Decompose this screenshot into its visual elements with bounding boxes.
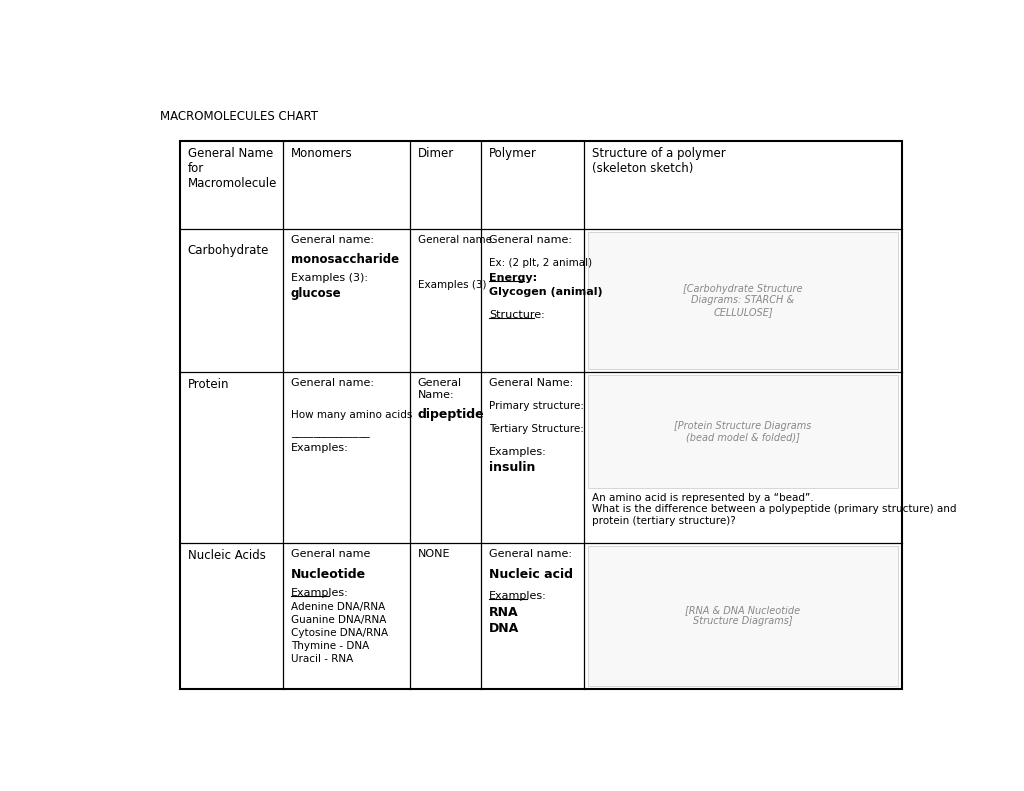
- Text: Examples:: Examples:: [489, 591, 547, 601]
- Text: Protein: Protein: [187, 378, 229, 391]
- Text: Cytosine DNA/RNA: Cytosine DNA/RNA: [291, 628, 388, 638]
- Text: Polymer: Polymer: [489, 146, 537, 160]
- Text: Examples:: Examples:: [291, 589, 348, 598]
- Text: Examples (3): Examples (3): [418, 280, 486, 290]
- Text: Thymine - DNA: Thymine - DNA: [291, 641, 369, 651]
- Text: General name:: General name:: [489, 235, 572, 245]
- Text: How many amino acids: How many amino acids: [291, 410, 412, 420]
- Text: Monomers: Monomers: [291, 146, 352, 160]
- Bar: [588, 375, 898, 488]
- Text: Nucleic acid: Nucleic acid: [489, 568, 573, 581]
- Text: Nucleic Acids: Nucleic Acids: [187, 549, 265, 562]
- Text: Nucleotide: Nucleotide: [291, 568, 366, 581]
- Text: Structure:: Structure:: [489, 311, 545, 320]
- Text: General name:: General name:: [418, 235, 496, 245]
- Text: Structure of a polymer
(skeleton sketch): Structure of a polymer (skeleton sketch): [592, 146, 726, 175]
- Text: insulin: insulin: [489, 461, 536, 475]
- Text: General name:: General name:: [489, 549, 572, 558]
- Text: Examples (3):: Examples (3):: [291, 274, 368, 283]
- Text: DNA: DNA: [489, 622, 519, 634]
- Text: General name:: General name:: [291, 378, 374, 388]
- Text: Uracil - RNA: Uracil - RNA: [291, 653, 353, 664]
- Text: Examples:: Examples:: [489, 447, 547, 457]
- Text: Adenine DNA/RNA: Adenine DNA/RNA: [291, 603, 385, 612]
- Text: General name:: General name:: [291, 235, 374, 245]
- Text: An amino acid is represented by a “bead”.
What is the difference between a polyp: An amino acid is represented by a “bead”…: [592, 493, 956, 526]
- Text: dipeptide: dipeptide: [418, 407, 484, 421]
- Text: Energy:: Energy:: [489, 274, 538, 283]
- Text: monosaccharide: monosaccharide: [291, 253, 398, 266]
- Bar: [588, 546, 898, 686]
- Text: NONE: NONE: [418, 549, 451, 558]
- Text: Primary structure:: Primary structure:: [489, 401, 584, 411]
- Text: Carbohydrate: Carbohydrate: [187, 244, 269, 257]
- Text: General Name:: General Name:: [489, 378, 573, 388]
- Bar: [588, 232, 898, 369]
- Text: General
Name:: General Name:: [418, 378, 462, 399]
- Text: Guanine DNA/RNA: Guanine DNA/RNA: [291, 615, 386, 625]
- Text: [Protein Structure Diagrams
(bead model & folded)]: [Protein Structure Diagrams (bead model …: [675, 421, 812, 442]
- Text: RNA: RNA: [489, 606, 519, 619]
- Text: Glycogen (animal): Glycogen (animal): [489, 287, 603, 297]
- Text: MACROMOLECULES CHART: MACROMOLECULES CHART: [160, 110, 317, 123]
- Text: Ex: (2 plt, 2 animal): Ex: (2 plt, 2 animal): [489, 258, 592, 268]
- Text: Examples:: Examples:: [291, 444, 348, 453]
- Text: Tertiary Structure:: Tertiary Structure:: [489, 424, 584, 434]
- Text: ______________: ______________: [291, 428, 370, 438]
- Text: General Name
for
Macromolecule: General Name for Macromolecule: [187, 146, 276, 190]
- Text: [RNA & DNA Nucleotide
Structure Diagrams]: [RNA & DNA Nucleotide Structure Diagrams…: [685, 605, 801, 626]
- Text: [Carbohydrate Structure
Diagrams: STARCH &
CELLULOSE]: [Carbohydrate Structure Diagrams: STARCH…: [683, 284, 803, 317]
- Text: General name: General name: [291, 549, 370, 558]
- Text: Dimer: Dimer: [418, 146, 454, 160]
- Text: glucose: glucose: [291, 287, 341, 301]
